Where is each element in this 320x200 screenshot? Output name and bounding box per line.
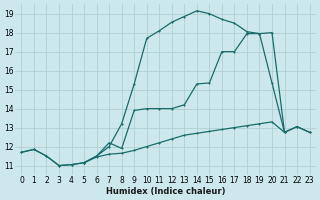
X-axis label: Humidex (Indice chaleur): Humidex (Indice chaleur) xyxy=(106,187,225,196)
